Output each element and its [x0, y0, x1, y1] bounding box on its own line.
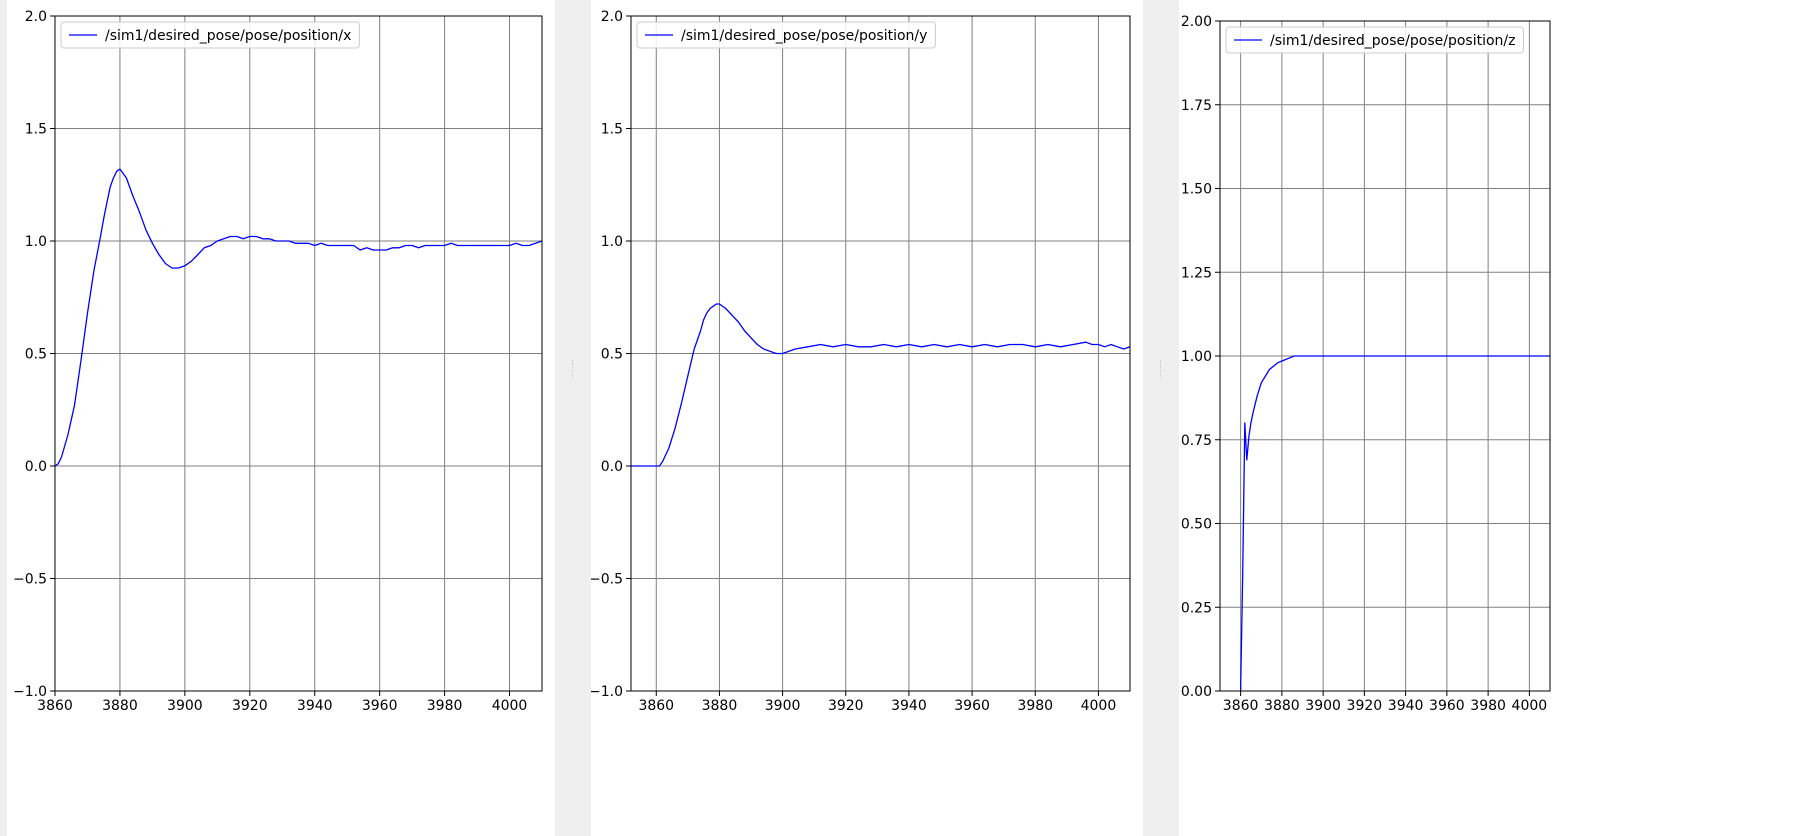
legend: /sim1/desired_pose/pose/position/z	[1225, 26, 1524, 54]
y-tick-label: 0.5	[25, 347, 47, 363]
y-tick-label: 1.0	[601, 234, 623, 250]
y-tick-label: 1.5	[601, 122, 623, 138]
x-tick-label: 3860	[37, 698, 73, 714]
x-tick-label: 3900	[1305, 698, 1341, 714]
x-tick-label: 3880	[702, 698, 738, 714]
panel-splitter-1[interactable]	[555, 0, 591, 836]
y-tick-label: −1.0	[13, 684, 47, 700]
y-tick-label: 0.75	[1181, 433, 1212, 449]
y-tick-label: −0.5	[591, 572, 623, 588]
x-tick-label: 3900	[765, 698, 801, 714]
x-tick-label: 3880	[102, 698, 138, 714]
x-tick-label: 4000	[1081, 698, 1117, 714]
y-tick-label: 1.0	[25, 234, 47, 250]
x-tick-label: 3980	[1470, 698, 1506, 714]
legend-box	[1225, 26, 1524, 54]
series-line	[1239, 355, 1550, 692]
x-tick-label: 3960	[362, 698, 398, 714]
x-tick-label: 3920	[828, 698, 864, 714]
x-tick-label: 3960	[954, 698, 990, 714]
plot-panel-z: 3860 3880 3900 3920 3940 3960 3980 4000 0.00 0.25…	[1179, 0, 1815, 836]
x-tick-label: 3860	[638, 698, 674, 714]
x-tick-label: 3860	[1223, 698, 1259, 714]
x-tick-label: 3920	[232, 698, 268, 714]
y-tick-label: 0.5	[601, 347, 623, 363]
splitter-grip-2[interactable]	[1160, 360, 1163, 378]
x-tick-label: 4000	[1512, 698, 1548, 714]
y-tick-label: 2.00	[1181, 14, 1212, 30]
panel-splitter-2[interactable]	[1143, 0, 1179, 836]
chart-x: 3860 3880 3900 3920 3940 3960 3980 4000 −1.0 −0.5…	[13, 9, 543, 714]
legend: /sim1/desired_pose/pose/position/y	[636, 21, 936, 49]
y-tick-label: 2.0	[25, 9, 47, 25]
grid-lines	[55, 16, 542, 691]
plot-panel-x: 3860 3880 3900 3920 3940 3960 3980 4000 −1.0 −0.5…	[7, 0, 555, 836]
plot-panel-y: 3860 3880 3900 3920 3940 3960 3980 4000 −1.0 −0.5…	[591, 0, 1143, 836]
y-tick-label: 0.0	[601, 459, 623, 475]
series-line	[54, 168, 543, 467]
x-tick-label: 3980	[427, 698, 463, 714]
y-tick-label: −0.5	[13, 572, 47, 588]
legend-box	[636, 21, 936, 49]
y-tick-label: 0.0	[25, 459, 47, 475]
x-tick-label: 3940	[891, 698, 927, 714]
legend-box	[60, 21, 360, 49]
chart-z: 3860 3880 3900 3920 3940 3960 3980 4000 0.00 0.25…	[1181, 14, 1551, 714]
y-tick-label: 0.00	[1181, 684, 1212, 700]
series-line	[631, 303, 1131, 467]
y-tick-label: 1.25	[1181, 265, 1212, 281]
x-tick-label: 3920	[1347, 698, 1383, 714]
legend: /sim1/desired_pose/pose/position/x	[60, 21, 360, 49]
legend-label: /sim1/desired_pose/pose/position/y	[681, 28, 927, 44]
x-tick-label: 3940	[1388, 698, 1424, 714]
x-tick-label: 3980	[1017, 698, 1053, 714]
x-tick-label: 3880	[1264, 698, 1300, 714]
y-tick-label: 1.00	[1181, 349, 1212, 365]
x-tick-label: 3940	[297, 698, 333, 714]
chart-y: 3860 3880 3900 3920 3940 3960 3980 4000 −1.0 −0.5…	[591, 9, 1131, 714]
y-tick-label: 1.75	[1181, 98, 1212, 114]
splitter-grip-1[interactable]	[572, 360, 575, 378]
y-tick-label: 2.0	[601, 9, 623, 25]
y-tick-label: 0.50	[1181, 517, 1212, 533]
legend-label: /sim1/desired_pose/pose/position/x	[105, 28, 351, 44]
grid-lines	[631, 16, 1130, 691]
x-tick-label: 3960	[1429, 698, 1465, 714]
y-tick-label: −1.0	[591, 684, 623, 700]
x-tick-label: 3900	[167, 698, 203, 714]
y-tick-label: 0.25	[1181, 600, 1212, 616]
y-tick-label: 1.50	[1181, 182, 1212, 198]
legend-label: /sim1/desired_pose/pose/position/z	[1270, 33, 1515, 49]
x-tick-label: 4000	[492, 698, 528, 714]
y-tick-label: 1.5	[25, 122, 47, 138]
